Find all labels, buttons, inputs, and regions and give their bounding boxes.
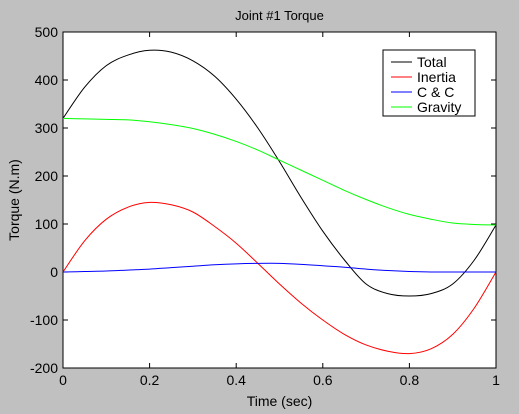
series-line-c-c bbox=[62, 262, 496, 273]
y-tick-label: -100 bbox=[30, 312, 58, 328]
y-tick-label: 200 bbox=[35, 168, 59, 184]
legend-label-inertia: Inertia bbox=[417, 69, 456, 85]
y-tick-label: 300 bbox=[35, 120, 59, 136]
x-tick-label: 0.2 bbox=[140, 372, 160, 388]
chart-title: Joint #1 Torque bbox=[235, 8, 324, 23]
legend-label-total: Total bbox=[417, 54, 447, 70]
x-tick-label: 0.6 bbox=[313, 372, 333, 388]
y-axis-label: Torque (N.m) bbox=[6, 159, 22, 241]
legend-label-c-c: C & C bbox=[417, 84, 454, 100]
x-tick-label: 0.4 bbox=[226, 372, 246, 388]
x-tick-label: 0 bbox=[59, 372, 67, 388]
y-tick-label: 0 bbox=[50, 264, 58, 280]
axis-ticks: 0 0.2 0.4 0.6 0.8 1 -200 -100 0 100 200 300 400 500 bbox=[30, 24, 500, 388]
x-tick-label: 1 bbox=[492, 372, 500, 388]
series-lines bbox=[62, 49, 497, 355]
y-tick-label: 500 bbox=[35, 24, 59, 40]
y-tick-label: 400 bbox=[35, 72, 59, 88]
series-line-inertia bbox=[62, 201, 497, 355]
y-tick-label: 100 bbox=[35, 216, 59, 232]
legend-box bbox=[382, 49, 476, 117]
legend-label-gravity: Gravity bbox=[417, 99, 461, 115]
x-tick-label: 0.8 bbox=[400, 372, 420, 388]
series-line-total bbox=[62, 49, 497, 297]
series-line-gravity bbox=[62, 117, 497, 226]
y-tick-label: -200 bbox=[30, 360, 58, 376]
x-axis-label: Time (sec) bbox=[247, 393, 313, 409]
